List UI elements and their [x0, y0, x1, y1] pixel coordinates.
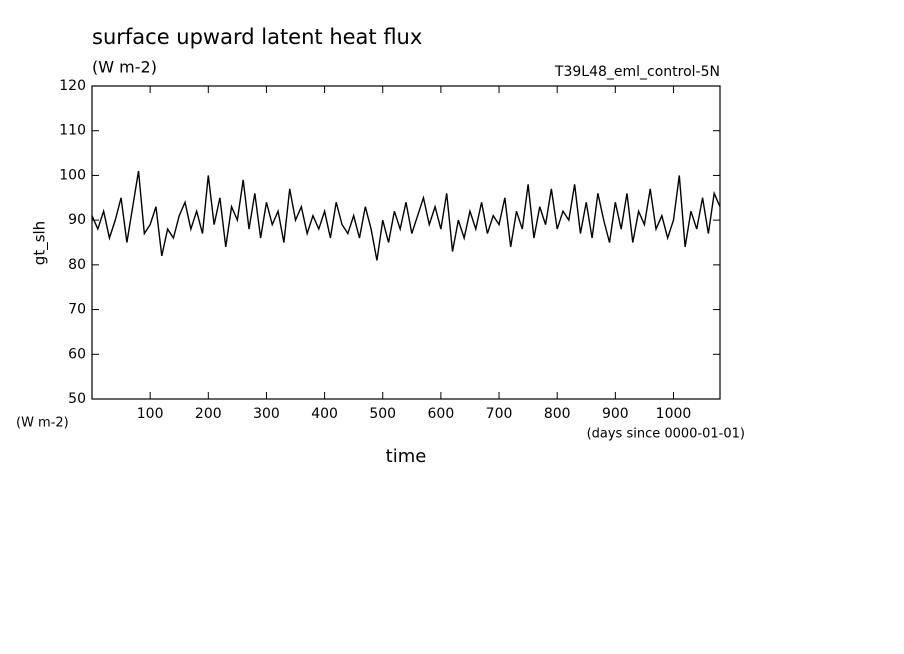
- x-tick-label: 100: [137, 406, 164, 422]
- y-tick-label: 100: [59, 167, 86, 183]
- x-tick-label: 800: [544, 406, 571, 422]
- y-tick-label: 120: [59, 78, 86, 94]
- x-tick-label: 500: [369, 406, 396, 422]
- x-tick-label: 700: [486, 406, 513, 422]
- annotation: T39L48_eml_control-5N: [554, 64, 720, 80]
- plot-frame: [91, 85, 721, 400]
- y-axis-label: gt_slh: [31, 221, 50, 265]
- x-tick-label: 600: [428, 406, 455, 422]
- x-axis-label: time: [386, 446, 427, 467]
- x-tick-label: 300: [253, 406, 280, 422]
- y-tick-label: 70: [68, 302, 86, 318]
- x-tick-label: 200: [195, 406, 222, 422]
- y-tick-label: 110: [59, 123, 86, 139]
- chart-title: surface upward latent heat flux: [92, 25, 422, 49]
- y-tick-label: 80: [68, 257, 86, 273]
- y-unit: (W m-2): [16, 416, 69, 431]
- x-unit: (days since 0000-01-01): [587, 427, 745, 442]
- chart-subtitle: (W m-2): [92, 58, 157, 77]
- x-tick-label: 400: [311, 406, 338, 422]
- y-tick-label: 60: [68, 346, 86, 362]
- x-tick-label: 900: [602, 406, 629, 422]
- y-tick-label: 90: [68, 212, 86, 228]
- x-tick-label: 1000: [656, 406, 692, 422]
- y-tick-label: 50: [68, 391, 86, 407]
- data-line: [91, 170, 721, 261]
